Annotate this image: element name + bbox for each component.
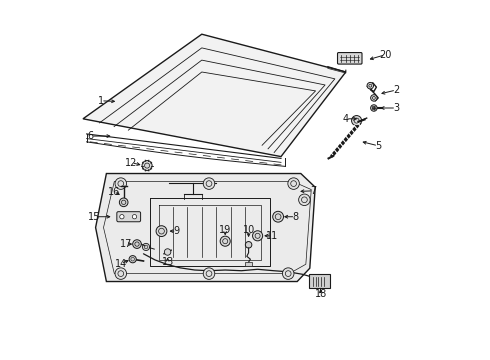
Circle shape (273, 211, 284, 222)
Circle shape (288, 178, 299, 189)
Circle shape (115, 178, 126, 189)
Text: 18: 18 (315, 289, 327, 300)
Circle shape (370, 105, 377, 111)
Circle shape (282, 268, 294, 279)
Circle shape (120, 215, 124, 219)
Circle shape (133, 240, 141, 248)
Text: 17: 17 (120, 239, 132, 249)
Circle shape (143, 243, 149, 251)
Circle shape (367, 82, 373, 89)
Circle shape (351, 116, 362, 126)
Text: 13: 13 (162, 257, 174, 267)
Circle shape (245, 242, 252, 248)
Text: 10: 10 (243, 225, 255, 235)
Circle shape (370, 95, 377, 101)
Text: 12: 12 (125, 158, 138, 168)
Circle shape (156, 226, 167, 237)
Circle shape (298, 194, 310, 206)
Text: 6: 6 (88, 131, 94, 141)
Circle shape (164, 249, 171, 255)
Polygon shape (96, 174, 315, 282)
Circle shape (142, 161, 152, 171)
Text: 9: 9 (173, 226, 180, 236)
FancyBboxPatch shape (338, 53, 362, 64)
Circle shape (203, 268, 215, 279)
Text: 5: 5 (375, 141, 381, 151)
Text: 1: 1 (98, 96, 104, 106)
Circle shape (203, 178, 215, 189)
Circle shape (252, 231, 263, 241)
Text: 11: 11 (266, 231, 278, 241)
Circle shape (132, 215, 137, 219)
Circle shape (115, 268, 126, 279)
Text: 2: 2 (393, 85, 399, 95)
Text: 8: 8 (293, 212, 298, 222)
Text: 7: 7 (310, 186, 317, 196)
Polygon shape (83, 34, 346, 157)
Circle shape (120, 198, 128, 207)
Text: 4: 4 (343, 114, 349, 124)
Text: 15: 15 (88, 212, 101, 222)
Text: 20: 20 (379, 50, 392, 60)
FancyBboxPatch shape (310, 274, 330, 288)
Circle shape (129, 256, 136, 263)
Text: 3: 3 (393, 103, 399, 113)
Text: 19: 19 (219, 225, 231, 235)
FancyBboxPatch shape (117, 212, 141, 222)
Circle shape (220, 236, 230, 246)
Text: 14: 14 (115, 258, 127, 269)
Text: 16: 16 (107, 186, 120, 197)
FancyBboxPatch shape (245, 262, 252, 266)
